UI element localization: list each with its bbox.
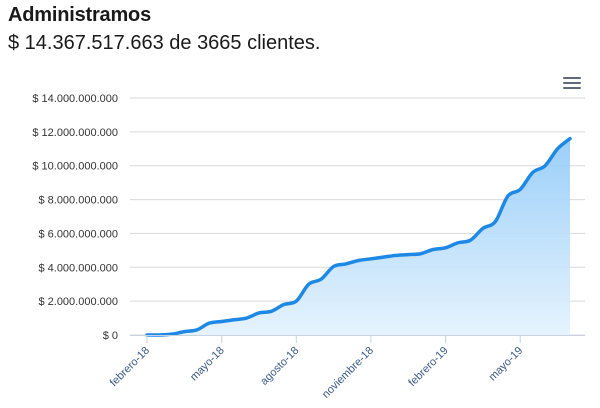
x-tick-label: febrero-19 <box>406 345 450 389</box>
series-area <box>147 138 570 336</box>
x-tick-label: mayo-19 <box>487 345 526 384</box>
y-tick-label: $ 12.000.000.000 <box>32 127 118 139</box>
hamburger-menu-icon[interactable] <box>560 74 584 96</box>
y-tick-label: $ 0 <box>103 330 118 342</box>
x-axis: febrero-18 mayo-18 agosto-18 noviembre-18 fe… <box>108 335 585 401</box>
x-tick-label: mayo-18 <box>188 345 227 384</box>
y-tick-label: $ 14.000.000.000 <box>32 93 118 105</box>
series-layer <box>145 136 572 337</box>
y-axis-labels: $ 0 $ 2.000.000.000 $ 4.000.000.000 $ 6.000… <box>32 93 118 342</box>
menu-line <box>563 77 581 79</box>
managed-amount-summary: $ 14.367.517.663 de 3665 clientes. <box>8 32 321 54</box>
x-tick-label: agosto-18 <box>258 345 301 388</box>
y-tick-label: $ 10.000.000.000 <box>32 161 118 173</box>
x-tick-label: noviembre-18 <box>320 345 376 401</box>
menu-line <box>563 87 581 89</box>
y-tick-label: $ 6.000.000.000 <box>38 228 118 240</box>
menu-line <box>563 82 581 84</box>
x-tick-label: febrero-18 <box>108 345 152 389</box>
y-tick-label: $ 4.000.000.000 <box>38 262 118 274</box>
page-title: Administramos <box>8 4 151 26</box>
y-tick-label: $ 8.000.000.000 <box>38 195 118 207</box>
y-tick-label: $ 2.000.000.000 <box>38 296 118 308</box>
